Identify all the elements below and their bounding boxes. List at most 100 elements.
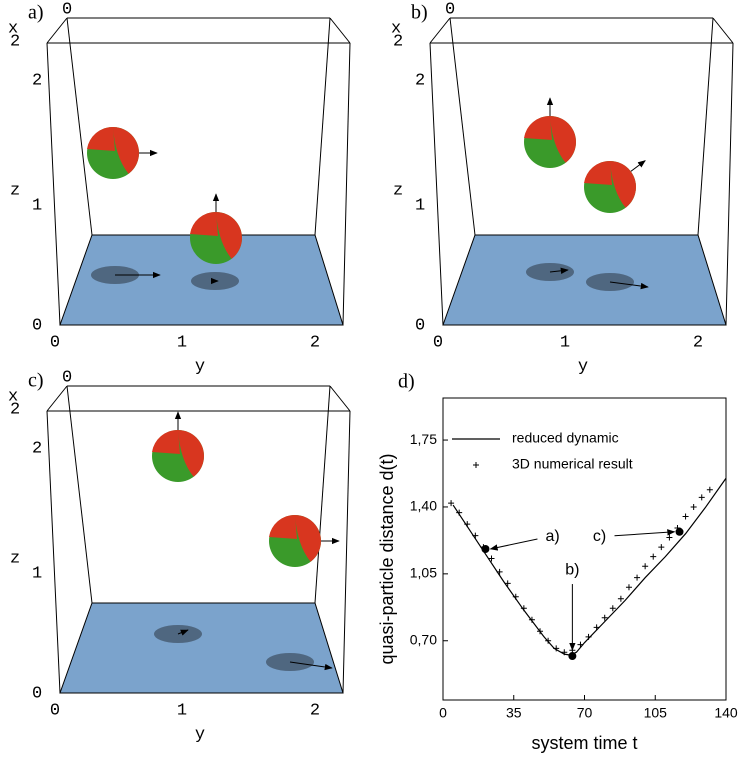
annotation-point <box>568 652 576 660</box>
annotation-label: a) <box>545 528 559 545</box>
x-tick-label: 2 <box>393 32 403 51</box>
y-tick-label: 2 <box>310 701 320 720</box>
annotation-arrow <box>615 532 675 536</box>
data-cross <box>650 554 656 560</box>
x-tick-label: 2 <box>10 32 20 51</box>
data-cross <box>642 563 648 569</box>
z-tick-label: 0 <box>415 316 425 335</box>
annotation-arrow <box>490 539 537 549</box>
y-tick-label: 0 <box>433 333 443 352</box>
data-cross <box>497 569 503 575</box>
y-tick-label: 0 <box>50 333 60 352</box>
y-tick-label: 1,75 <box>410 431 437 447</box>
annotation-point <box>676 528 684 536</box>
data-cross <box>707 487 713 493</box>
spin-arrow <box>631 161 645 172</box>
x-tick-label: 140 <box>714 705 738 721</box>
box-edge <box>330 18 350 43</box>
floor <box>443 235 726 325</box>
axis-label: y <box>195 357 205 376</box>
box-edge <box>315 18 330 235</box>
annotation-point <box>481 545 489 553</box>
z-tick-label: 1 <box>415 196 425 215</box>
z-tick-label: 2 <box>32 439 42 458</box>
z-tick-label: 2 <box>32 71 42 90</box>
axis-label: z <box>393 181 403 200</box>
axis-label: z <box>10 549 20 568</box>
panel-label: a) <box>28 2 44 24</box>
annotation-label: b) <box>565 561 579 578</box>
panel-label: b) <box>411 2 428 24</box>
box-edge <box>67 18 92 235</box>
z-tick-label: 0 <box>32 684 42 703</box>
x-tick-label: 35 <box>506 705 522 721</box>
box-edge <box>343 411 350 693</box>
z-tick-label: 0 <box>32 316 42 335</box>
box-edge <box>450 18 475 235</box>
data-cross <box>626 584 632 590</box>
data-cross <box>505 580 511 586</box>
axis-label: y <box>195 725 205 744</box>
data-cross <box>594 624 600 630</box>
axis-label: y <box>578 357 588 376</box>
box-edge <box>47 43 60 325</box>
x-tick-label: 105 <box>644 705 668 721</box>
data-cross <box>658 544 664 550</box>
box-edge <box>47 18 67 43</box>
box-edge <box>47 386 67 411</box>
data-cross <box>634 575 640 581</box>
data-cross <box>683 514 689 520</box>
box-edge <box>430 43 443 325</box>
y-tick-label: 2 <box>310 333 320 352</box>
legend-cross <box>473 462 479 468</box>
z-tick-label: 1 <box>32 564 42 583</box>
box-edge <box>430 18 450 43</box>
floor <box>60 603 343 693</box>
x-tick-label: 0 <box>439 705 447 721</box>
box-edge <box>47 411 60 693</box>
legend-label: reduced dynamic <box>512 430 619 446</box>
box-edge <box>698 18 713 235</box>
x-tick-label: 0 <box>62 368 72 387</box>
y-tick-label: 1 <box>177 333 187 352</box>
x-tick-label: 2 <box>10 400 20 419</box>
y-tick-label: 0 <box>50 701 60 720</box>
axis-label: z <box>10 181 20 200</box>
y-tick-label: 1,05 <box>410 565 437 581</box>
box-edge <box>713 18 733 43</box>
data-cross <box>464 521 470 527</box>
x-tick-label: 70 <box>577 705 593 721</box>
y-tick-label: 2 <box>693 333 703 352</box>
panel-3d: c)x02012z012y <box>8 368 350 744</box>
x-axis-label: system time t <box>531 733 637 753</box>
y-tick-label: 1 <box>560 333 570 352</box>
box-edge <box>343 43 350 325</box>
y-tick-label: 1 <box>177 701 187 720</box>
x-tick-label: 0 <box>62 0 72 19</box>
annotation-label: c) <box>593 528 606 545</box>
box-edge <box>330 386 350 411</box>
box-edge <box>726 43 733 325</box>
box-edge <box>315 386 330 603</box>
data-cross <box>699 494 705 500</box>
x-tick-label: 0 <box>445 0 455 19</box>
data-cross <box>618 596 624 602</box>
data-cross <box>666 535 672 541</box>
data-cross <box>586 634 592 640</box>
panel-label: c) <box>28 370 44 392</box>
data-cross <box>691 504 697 510</box>
panel-3d: a)x02012z012y <box>8 0 350 376</box>
box-edge <box>67 386 92 603</box>
data-line <box>453 478 726 655</box>
legend-label: 3D numerical result <box>512 456 633 472</box>
y-axis-label: quasi-particle distance d(t) <box>377 453 397 664</box>
z-tick-label: 2 <box>415 71 425 90</box>
y-tick-label: 1,40 <box>410 498 437 514</box>
z-tick-label: 1 <box>32 196 42 215</box>
panel-label: d) <box>398 371 415 393</box>
figure: a)x02012z012yb)x02012z012yc)x02012z012yd… <box>0 0 741 759</box>
data-cross <box>577 642 583 648</box>
data-cross <box>472 533 478 539</box>
y-tick-label: 0,70 <box>410 631 437 647</box>
